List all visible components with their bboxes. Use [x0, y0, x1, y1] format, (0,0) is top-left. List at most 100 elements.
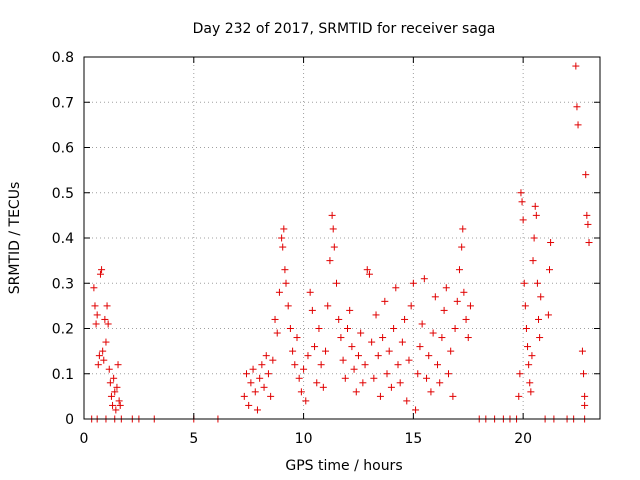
data-point — [365, 270, 373, 278]
data-point — [451, 325, 459, 332]
data-point — [114, 361, 122, 369]
data-point — [580, 370, 588, 378]
data-point — [337, 334, 345, 342]
data-point — [354, 352, 362, 360]
data-point — [275, 288, 283, 296]
data-point — [545, 266, 553, 274]
data-point — [302, 397, 310, 405]
data-point — [379, 334, 387, 342]
data-point — [100, 356, 108, 364]
data-point — [458, 243, 466, 251]
data-point — [438, 334, 446, 342]
data-point — [346, 306, 354, 314]
data-point — [387, 383, 395, 391]
data-point — [572, 62, 580, 70]
data-point — [521, 302, 529, 310]
data-point — [582, 171, 590, 179]
data-point — [573, 103, 581, 111]
y-tick-label: 0.2 — [52, 322, 74, 338]
data-point — [528, 352, 536, 360]
data-point — [515, 392, 523, 400]
data-point — [339, 356, 347, 364]
data-point — [374, 352, 382, 360]
data-point — [106, 379, 114, 387]
data-point — [289, 347, 297, 355]
data-point — [104, 320, 112, 328]
data-point — [341, 374, 349, 382]
y-tick-label: 0.3 — [52, 276, 74, 292]
data-point — [574, 121, 582, 129]
data-point — [95, 352, 103, 360]
data-point — [547, 239, 555, 247]
data-point — [436, 379, 444, 387]
plot-frame — [83, 56, 601, 420]
data-point — [319, 383, 327, 391]
data-point — [357, 329, 365, 337]
data-point — [423, 374, 431, 382]
data-point — [315, 325, 323, 332]
data-point — [352, 388, 360, 396]
data-point — [529, 257, 537, 265]
data-point — [245, 401, 253, 409]
data-point — [313, 379, 321, 387]
data-point — [291, 361, 299, 369]
data-point — [329, 225, 337, 233]
data-point — [372, 311, 380, 319]
data-point — [98, 266, 106, 274]
data-point — [581, 401, 589, 409]
grid — [84, 57, 600, 419]
y-tick-label: 0.1 — [52, 367, 74, 383]
data-point — [293, 334, 301, 342]
y-tick-label: 0.5 — [52, 186, 74, 202]
data-point — [427, 388, 435, 396]
x-tick-label: 0 — [80, 431, 89, 447]
data-point — [279, 243, 287, 251]
data-point — [103, 302, 111, 310]
data-point — [533, 279, 541, 287]
data-point — [449, 392, 457, 400]
data-point — [308, 306, 316, 314]
data-point — [381, 297, 389, 305]
data-point — [286, 325, 294, 332]
y-tick-label: 0.8 — [52, 50, 74, 66]
data-point — [585, 239, 593, 247]
data-point — [390, 325, 398, 332]
data-point — [412, 406, 420, 414]
data-point — [264, 370, 272, 378]
data-point — [348, 343, 356, 351]
data-point — [300, 365, 308, 373]
data-point — [518, 198, 526, 206]
data-point — [93, 311, 101, 319]
y-tick-label: 0.7 — [52, 95, 74, 111]
data-point — [398, 338, 406, 346]
data-point — [460, 288, 468, 296]
data-point — [359, 379, 367, 387]
data-point — [516, 370, 524, 378]
data-point — [247, 379, 255, 387]
axis-ticks — [83, 56, 600, 420]
data-point — [403, 397, 411, 405]
data-point — [350, 365, 358, 373]
data-point — [94, 361, 102, 369]
data-point — [537, 293, 545, 301]
data-point — [368, 338, 376, 346]
data-point — [90, 284, 98, 292]
data-point — [524, 343, 532, 351]
data-point — [306, 288, 314, 296]
data-point — [273, 329, 281, 337]
data-point — [324, 302, 332, 310]
x-tick-label: 20 — [514, 431, 532, 447]
data-point — [269, 356, 277, 364]
data-point — [258, 361, 266, 369]
data-point — [453, 297, 461, 305]
data-point — [280, 225, 288, 233]
data-point — [434, 361, 442, 369]
data-point — [240, 392, 248, 400]
data-point — [297, 388, 305, 396]
data-point — [376, 392, 384, 400]
data-point — [317, 361, 325, 369]
data-point — [442, 284, 450, 292]
data-point — [519, 216, 527, 224]
data-point — [96, 270, 104, 278]
data-point — [260, 383, 268, 391]
